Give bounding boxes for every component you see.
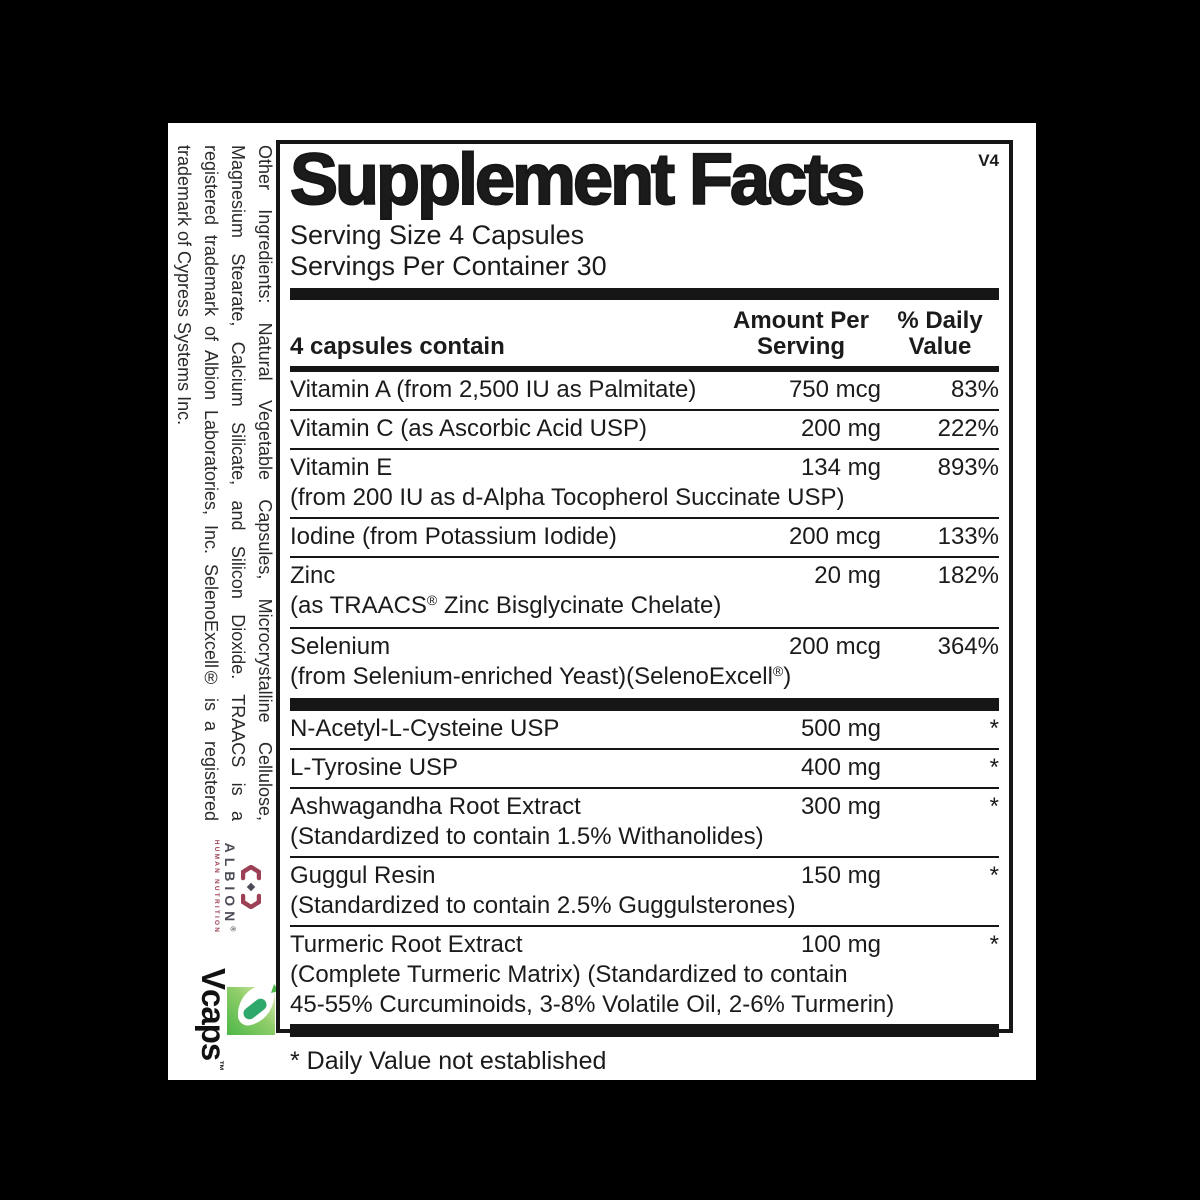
header-capsules-contain: 4 capsules contain <box>290 333 505 360</box>
nutrient-dv: 83% <box>950 376 999 403</box>
nutrient-row-zinc: Zinc 20 mg 182% (as TRAACS® Zinc Bisglyc… <box>290 556 999 627</box>
nutrient-amount: 20 mg <box>814 562 881 589</box>
nutrient-dv: * <box>989 862 999 889</box>
vcaps-trademark-mark: ™ <box>213 1060 225 1072</box>
nutrient-name: Vitamin C (as Ascorbic Acid USP) <box>290 415 648 442</box>
other-ingredients-line: trademark of Cypress Systems Inc. <box>174 145 194 426</box>
nutrient-row-selenium: Selenium 200 mcg 364% (from Selenium-enr… <box>290 627 999 698</box>
divider-bar <box>290 288 999 300</box>
header-amount-per-serving: Amount Per Serving <box>721 308 881 360</box>
albion-registered-mark: ® <box>228 926 236 932</box>
albion-icon <box>241 865 261 909</box>
nutrient-row-nac: N-Acetyl-L-Cysteine USP 500 mg * <box>290 711 999 748</box>
nutrient-row-vitamin-c: Vitamin C (as Ascorbic Acid USP) 200 mg … <box>290 409 999 448</box>
nutrient-dv: * <box>989 793 999 820</box>
nutrient-row-vitamin-e: Vitamin E 134 mg 893% (from 200 IU as d-… <box>290 448 999 517</box>
nutrient-amount: 400 mg <box>800 754 881 781</box>
nutrient-name: Turmeric Root Extract <box>290 931 523 958</box>
registered-mark: ® <box>772 663 784 679</box>
nutrient-amount: 200 mg <box>800 415 881 442</box>
header-dv-line1: % Daily <box>897 307 983 334</box>
nutrient-dv: * <box>989 754 999 781</box>
registered-mark: ® <box>426 592 438 608</box>
table-header: 4 capsules contain Amount Per Serving % … <box>290 300 999 366</box>
nutrient-name: Zinc <box>290 562 336 589</box>
nutrient-table-section-2: N-Acetyl-L-Cysteine USP 500 mg * L-Tyros… <box>290 711 999 1024</box>
nutrient-name: Vitamin E <box>290 454 393 481</box>
nutrient-detail-text: Zinc Bisglycinate Chelate) <box>437 592 722 619</box>
other-ingredients-text: Other Ingredients: Natural Vegetable Cap… <box>172 145 278 821</box>
nutrient-dv: * <box>989 715 999 742</box>
nutrient-amount: 100 mg <box>800 931 881 958</box>
nutrient-table-section-1: Vitamin A (from 2,500 IU as Palmitate) 7… <box>290 372 999 698</box>
nutrient-detail-text: ) <box>783 663 792 690</box>
other-ingredients-line: Magnesium Stearate, Calcium Silicate, an… <box>228 145 248 821</box>
nutrient-name: Iodine (from Potassium Iodide) <box>290 523 617 550</box>
nutrient-amount: 750 mcg <box>788 376 881 403</box>
nutrient-dv: 222% <box>937 415 999 442</box>
nutrient-amount: 150 mg <box>800 862 881 889</box>
divider-bar <box>290 698 999 711</box>
header-dv-line2: Value <box>908 333 972 360</box>
nutrient-amount: 300 mg <box>800 793 881 820</box>
nutrient-detail: (as TRAACS® Zinc Bisglycinate Chelate) <box>290 591 999 623</box>
nutrient-name: L-Tyrosine USP <box>290 754 459 781</box>
panel-title: Supplement Facts <box>289 140 866 220</box>
divider-bar <box>290 1024 999 1037</box>
nutrient-row-turmeric: Turmeric Root Extract 100 mg * (Complete… <box>290 925 999 1024</box>
header-amount-line1: Amount Per <box>732 307 869 334</box>
other-ingredients-line: Other Ingredients: Natural Vegetable Cap… <box>255 145 275 821</box>
nutrient-amount: 134 mg <box>800 454 881 481</box>
nutrient-detail: (from Selenium-enriched Yeast)(SelenoExc… <box>290 662 999 694</box>
nutrient-detail-text: (from Selenium-enriched Yeast)(SelenoExc… <box>290 663 773 690</box>
nutrient-name: Guggul Resin <box>290 862 436 889</box>
header-amount-line2: Serving <box>756 333 846 360</box>
version-tag: V4 <box>978 151 999 170</box>
nutrient-dv: 364% <box>937 633 999 660</box>
nutrient-dv: * <box>989 931 999 958</box>
nutrient-row-ashwagandha: Ashwagandha Root Extract 300 mg * (Stand… <box>290 787 999 856</box>
nutrient-detail: (Complete Turmeric Matrix) (Standardized… <box>290 961 848 988</box>
nutrient-name: Ashwagandha Root Extract <box>290 793 581 820</box>
nutrient-dv: 893% <box>937 454 999 481</box>
albion-name: ALBION <box>222 842 238 927</box>
nutrient-row-guggul: Guggul Resin 150 mg * (Standardized to c… <box>290 856 999 925</box>
other-ingredients-line: registered trademark of Albion Laborator… <box>201 145 221 821</box>
header-daily-value: % Daily Value <box>881 308 999 360</box>
nutrient-detail: (from 200 IU as d-Alpha Tocopherol Succi… <box>290 484 845 511</box>
nutrient-detail: 45-55% Curcuminoids, 3-8% Volatile Oil, … <box>290 991 895 1018</box>
albion-tagline: HUMAN NUTRITION <box>213 839 220 935</box>
nutrient-row-vitamin-a: Vitamin A (from 2,500 IU as Palmitate) 7… <box>290 372 999 409</box>
supplement-facts-panel: V4 Supplement Facts Serving Size 4 Capsu… <box>276 140 1013 1075</box>
nutrient-name: N-Acetyl-L-Cysteine USP <box>290 715 560 742</box>
nutrient-detail-text: (as TRAACS <box>290 592 427 619</box>
divider-bar <box>290 366 999 372</box>
servings-per-container: Servings Per Container 30 <box>290 251 607 281</box>
albion-wordmark: ALBION® <box>222 843 238 932</box>
nutrient-dv: 182% <box>937 562 999 589</box>
albion-logo: ALBION® HUMAN NUTRITION <box>208 829 266 945</box>
serving-size: Serving Size 4 Capsules <box>290 220 585 250</box>
supplement-label: Other Ingredients: Natural Vegetable Cap… <box>168 123 1036 1080</box>
nutrient-amount: 200 mcg <box>788 633 881 660</box>
nutrient-amount: 500 mg <box>800 715 881 742</box>
nutrient-dv: 133% <box>937 523 999 550</box>
nutrient-detail: (Standardized to contain 2.5% Guggulster… <box>290 892 796 919</box>
vcaps-leaf-icon <box>227 983 279 1035</box>
nutrient-detail: (Standardized to contain 1.5% Withanolid… <box>290 823 764 850</box>
nutrient-amount: 200 mcg <box>788 523 881 550</box>
nutrient-row-iodine: Iodine (from Potassium Iodide) 200 mcg 1… <box>290 517 999 556</box>
nutrient-row-l-tyrosine: L-Tyrosine USP 400 mg * <box>290 748 999 787</box>
daily-value-footnote: * Daily Value not established <box>290 1047 607 1075</box>
nutrient-name: Selenium <box>290 633 391 660</box>
nutrient-name: Vitamin A (from 2,500 IU as Palmitate) <box>290 376 697 403</box>
